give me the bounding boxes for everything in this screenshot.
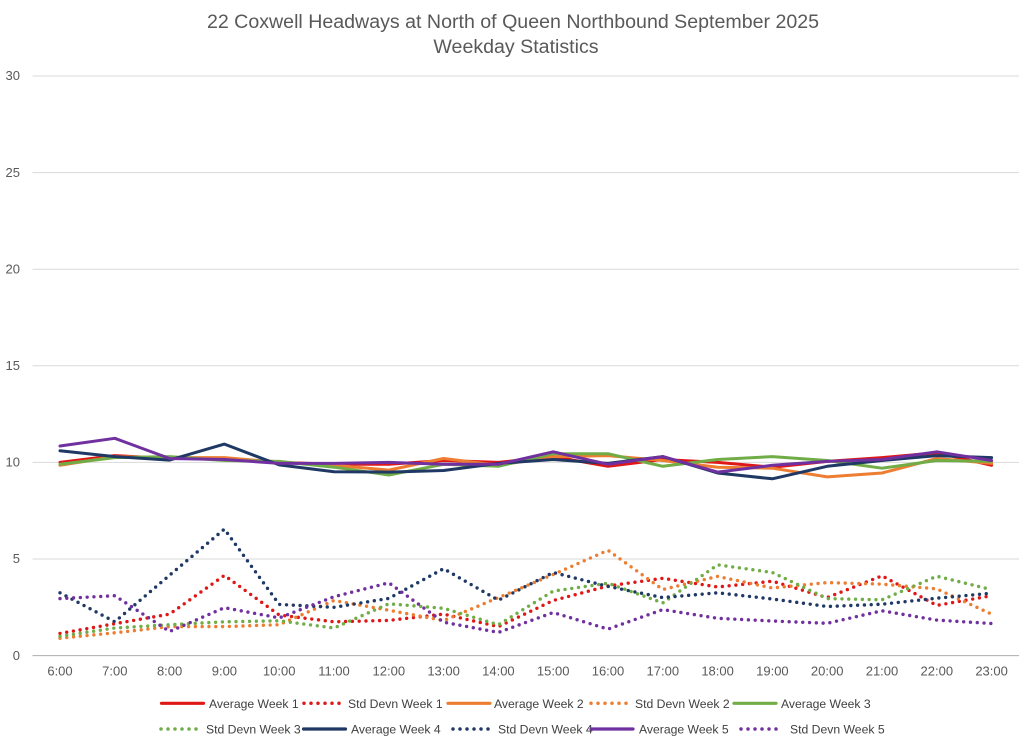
svg-text:16:00: 16:00 bbox=[592, 664, 625, 679]
svg-text:7:00: 7:00 bbox=[102, 664, 127, 679]
svg-text:10:00: 10:00 bbox=[263, 664, 296, 679]
svg-text:25: 25 bbox=[6, 165, 20, 180]
svg-text:5: 5 bbox=[13, 551, 20, 566]
svg-text:Average Week 3: Average Week 3 bbox=[781, 697, 871, 711]
svg-text:0: 0 bbox=[13, 648, 20, 663]
svg-text:11:00: 11:00 bbox=[318, 664, 350, 679]
svg-text:20: 20 bbox=[6, 261, 20, 276]
svg-text:15: 15 bbox=[6, 358, 20, 373]
svg-text:30: 30 bbox=[6, 68, 20, 83]
svg-text:9:00: 9:00 bbox=[212, 664, 237, 679]
svg-text:13:00: 13:00 bbox=[427, 664, 460, 679]
svg-text:Average Week 4: Average Week 4 bbox=[351, 723, 441, 737]
svg-text:15:00: 15:00 bbox=[537, 664, 570, 679]
svg-text:14:00: 14:00 bbox=[482, 664, 515, 679]
svg-text:12:00: 12:00 bbox=[373, 664, 406, 679]
svg-text:8:00: 8:00 bbox=[157, 664, 182, 679]
svg-text:Std Devn Week 3: Std Devn Week 3 bbox=[206, 723, 301, 737]
svg-text:Std Devn Week 2: Std Devn Week 2 bbox=[635, 697, 730, 711]
svg-text:18:00: 18:00 bbox=[701, 664, 734, 679]
svg-text:Average Week 2: Average Week 2 bbox=[494, 697, 584, 711]
svg-text:22:00: 22:00 bbox=[921, 664, 954, 679]
svg-text:Average Week 1: Average Week 1 bbox=[209, 697, 299, 711]
svg-text:19:00: 19:00 bbox=[756, 664, 789, 679]
svg-text:Std Devn Week 1: Std Devn Week 1 bbox=[348, 697, 443, 711]
svg-text:21:00: 21:00 bbox=[866, 664, 899, 679]
svg-text:20:00: 20:00 bbox=[811, 664, 844, 679]
svg-text:6:00: 6:00 bbox=[47, 664, 72, 679]
svg-text:Weekday Statistics: Weekday Statistics bbox=[433, 36, 598, 58]
svg-text:Average Week 5: Average Week 5 bbox=[639, 723, 729, 737]
svg-text:Std Devn Week 5: Std Devn Week 5 bbox=[790, 723, 885, 737]
svg-text:17:00: 17:00 bbox=[647, 664, 680, 679]
svg-text:Std Devn Week 4: Std Devn Week 4 bbox=[498, 723, 593, 737]
svg-text:10: 10 bbox=[6, 455, 20, 470]
svg-text:23:00: 23:00 bbox=[975, 664, 1008, 679]
svg-text:22 Coxwell Headways at North o: 22 Coxwell Headways at North of Queen No… bbox=[207, 11, 819, 33]
